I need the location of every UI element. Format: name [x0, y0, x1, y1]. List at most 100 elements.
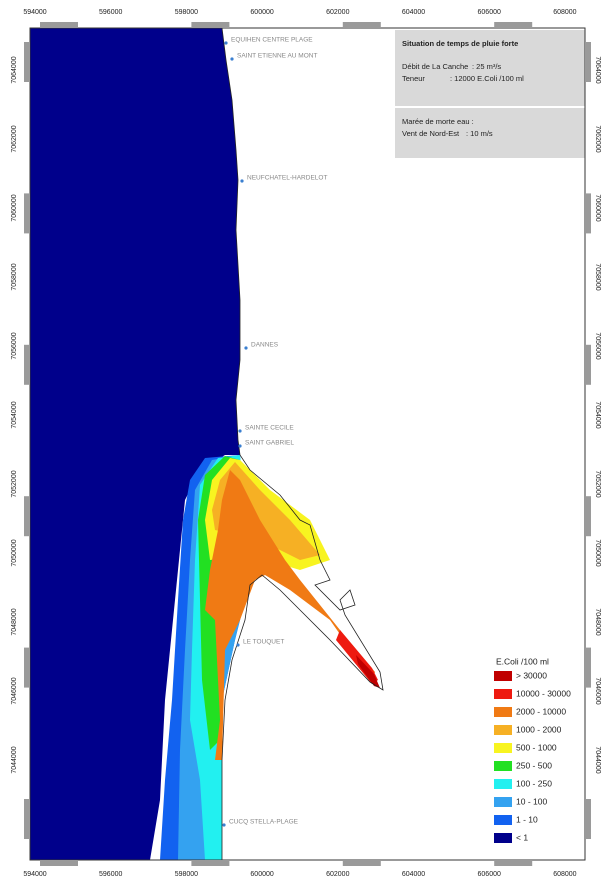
legend-swatch: [494, 725, 512, 735]
place-marker: [238, 444, 242, 448]
x-tick-label: 606000: [478, 871, 501, 878]
place-label: SAINT ETIENNE AU MONT: [237, 53, 317, 60]
info-background: [395, 30, 585, 158]
x-tick-label: 594000: [23, 9, 46, 16]
x-tick-label: 602000: [326, 9, 349, 16]
y-tick-label: 7062000: [594, 125, 601, 152]
x-tick-label: 600000: [250, 871, 273, 878]
legend-label: 2000 - 10000: [516, 706, 566, 716]
legend-swatch: [494, 815, 512, 825]
frame-bar: [494, 860, 533, 866]
legend-label: 10 - 100: [516, 796, 547, 806]
info-line: Teneur: [402, 74, 425, 83]
legend-label: 1000 - 2000: [516, 724, 562, 734]
frame-bar: [24, 647, 30, 688]
legend-swatch: [494, 779, 512, 789]
frame: [24, 22, 591, 866]
legend-label: 250 - 500: [516, 760, 552, 770]
y-tick-label: 7048000: [11, 608, 18, 635]
place-label: NEUFCHATEL-HARDELOT: [247, 175, 327, 182]
y-tick-label: 7062000: [11, 125, 18, 152]
legend-label: 1 - 10: [516, 814, 538, 824]
place-marker: [222, 823, 226, 827]
y-tick-label: 7064000: [11, 56, 18, 83]
y-tick-label: 7044000: [594, 746, 601, 773]
frame-bar: [24, 496, 30, 537]
place-label: SAINTE CECILE: [245, 425, 294, 432]
zone: [205, 470, 375, 760]
y-tick-label: 7046000: [594, 677, 601, 704]
x-tick-label: 596000: [99, 9, 122, 16]
x-tick-label: 604000: [402, 9, 425, 16]
legend-swatch: [494, 707, 512, 717]
info-line: Marée de morte eau :: [402, 117, 474, 126]
zone: [356, 655, 380, 688]
frame-bar: [585, 647, 591, 688]
x-tick-label: 608000: [553, 871, 576, 878]
x-tick-label: 602000: [326, 871, 349, 878]
legend-swatch: [494, 671, 512, 681]
place-label: EQUIHEN CENTRE PLAGE: [231, 37, 313, 44]
info-line: Débit de La Canche: [402, 62, 468, 71]
place-marker: [244, 346, 248, 350]
x-tick-label: 596000: [99, 871, 122, 878]
info-line: : 12000 E.Coli /100 ml: [450, 74, 524, 83]
y-tick-label: 7056000: [594, 332, 601, 359]
place-marker: [238, 429, 242, 433]
frame-bar: [24, 193, 30, 234]
frame-bar: [191, 22, 230, 28]
legend: E.Coli /100 ml > 30000 10000 - 30000 2000 …: [490, 652, 585, 860]
x-tick-label: 598000: [175, 9, 198, 16]
legend-swatch: [494, 833, 512, 843]
frame-bar: [585, 344, 591, 385]
frame-bar: [494, 22, 533, 28]
frame-bar: [40, 860, 78, 866]
x-tick-label: 598000: [175, 871, 198, 878]
x-tick-label: 600000: [250, 9, 273, 16]
place-label: DANNES: [251, 342, 279, 349]
legend-label: > 30000: [516, 670, 547, 680]
legend-swatch: [494, 743, 512, 753]
legend-swatch: [494, 689, 512, 699]
y-tick-label: 7060000: [11, 194, 18, 221]
y-tick-label: 7058000: [11, 263, 18, 290]
place-marker: [240, 179, 244, 183]
frame-bar: [24, 344, 30, 385]
coastline: [221, 27, 384, 860]
place-marker: [236, 643, 240, 647]
legend-label: 10000 - 30000: [516, 688, 571, 698]
place-label: SAINT GABRIEL: [245, 440, 294, 447]
y-tick-label: 7048000: [594, 608, 601, 635]
legend-label: 100 - 250: [516, 778, 552, 788]
legend-swatch: [494, 761, 512, 771]
place-label: CUCQ STELLA-PLAGE: [229, 819, 299, 826]
frame-bar: [40, 22, 78, 28]
x-tick-label: 606000: [478, 9, 501, 16]
legend-label: 500 - 1000: [516, 742, 557, 752]
y-tick-label: 7050000: [11, 539, 18, 566]
frame-bar: [585, 799, 591, 839]
legend-background: [490, 652, 585, 860]
frame-bar: [342, 22, 381, 28]
frame-bar: [585, 193, 591, 234]
legend-title: E.Coli /100 ml: [496, 656, 549, 666]
place-labels: EQUIHEN CENTRE PLAGE SAINT ETIENNE AU MON…: [222, 37, 327, 827]
y-tick-label: 7046000: [11, 677, 18, 704]
y-tick-label: 7054000: [594, 401, 601, 428]
frame-bar: [24, 42, 30, 82]
x-tick-label: 604000: [402, 871, 425, 878]
frame-bar: [585, 42, 591, 82]
y-tick-label: 7064000: [594, 56, 601, 83]
info-line: : 25 m³/s: [472, 62, 501, 71]
y-tick-label: 7054000: [11, 401, 18, 428]
legend-label: < 1: [516, 832, 528, 842]
y-tick-label: 7052000: [11, 470, 18, 497]
zone: [30, 28, 240, 860]
frame-border: [29, 27, 586, 861]
y-tick-label: 7052000: [594, 470, 601, 497]
frame-bar: [585, 496, 591, 537]
y-tick-label: 7060000: [594, 194, 601, 221]
frame-bar: [24, 799, 30, 839]
y-tick-label: 7058000: [594, 263, 601, 290]
